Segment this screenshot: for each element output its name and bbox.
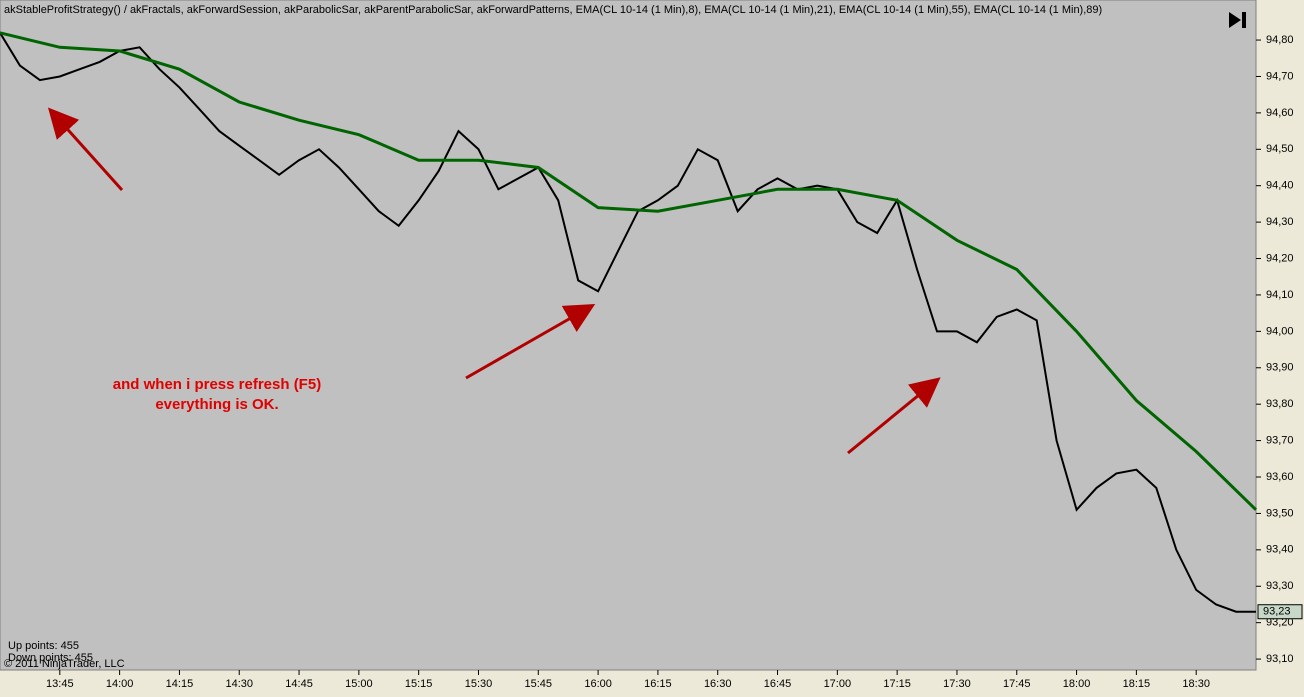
x-tick-label: 13:45	[46, 678, 74, 690]
price-line	[0, 32, 1256, 613]
status-text: Down points: 455	[8, 652, 93, 664]
x-tick-label: 15:15	[405, 678, 433, 690]
x-tick-label: 18:15	[1123, 678, 1151, 690]
x-tick-label: 16:15	[644, 678, 672, 690]
x-tick-label: 14:30	[225, 678, 253, 690]
y-tick-label: 93,20	[1266, 617, 1294, 629]
x-tick-label: 15:00	[345, 678, 373, 690]
x-tick-label: 14:45	[285, 678, 313, 690]
y-tick-label: 94,50	[1266, 143, 1294, 155]
copyright: © 2011 NinjaTrader, LLC	[4, 658, 125, 670]
y-tick-label: 93,80	[1266, 398, 1294, 410]
y-tick-label: 93,90	[1266, 362, 1294, 374]
x-tick-label: 18:30	[1182, 678, 1210, 690]
y-tick-label: 93,70	[1266, 435, 1294, 447]
x-tick-label: 15:30	[465, 678, 493, 690]
y-tick-label: 93,60	[1266, 471, 1294, 483]
x-tick-label: 16:30	[704, 678, 732, 690]
y-tick-label: 94,60	[1266, 107, 1294, 119]
x-tick-label: 14:15	[166, 678, 194, 690]
y-tick-label: 94,00	[1266, 325, 1294, 337]
x-tick-label: 18:00	[1063, 678, 1091, 690]
y-tick-label: 94,80	[1266, 34, 1294, 46]
play-button[interactable]	[1222, 8, 1250, 32]
y-tick-label: 93,40	[1266, 544, 1294, 556]
arrow	[847, 377, 941, 455]
last-price-box	[1257, 604, 1303, 620]
x-tick-label: 17:00	[824, 678, 852, 690]
y-tick-label: 94,10	[1266, 289, 1294, 301]
status-text: Up points: 455	[8, 640, 79, 652]
y-tick-label: 94,20	[1266, 252, 1294, 264]
arrow	[465, 304, 596, 380]
chart-title: akStableProfitStrategy() / akFractals, a…	[4, 4, 1102, 16]
arrow	[47, 107, 124, 192]
annotation: and when i press refresh (F5)	[113, 376, 321, 393]
x-tick-label: 17:45	[1003, 678, 1031, 690]
y-tick-label: 93,30	[1266, 580, 1294, 592]
y-tick-label: 93,50	[1266, 507, 1294, 519]
last-price-label: 93,23	[1263, 606, 1291, 618]
annotation: everything is OK.	[155, 396, 278, 413]
x-tick-label: 16:00	[584, 678, 612, 690]
y-tick-label: 93,10	[1266, 653, 1294, 665]
x-tick-label: 17:30	[943, 678, 971, 690]
x-tick-label: 15:45	[525, 678, 553, 690]
x-tick-label: 14:00	[106, 678, 134, 690]
x-tick-label: 16:45	[764, 678, 792, 690]
y-tick-label: 94,70	[1266, 70, 1294, 82]
layer	[0, 31, 1258, 613]
x-tick-label: 17:15	[883, 678, 911, 690]
price-line	[0, 31, 1258, 511]
y-tick-label: 94,40	[1266, 180, 1294, 192]
plot-area	[0, 0, 1257, 671]
y-tick-label: 94,30	[1266, 216, 1294, 228]
